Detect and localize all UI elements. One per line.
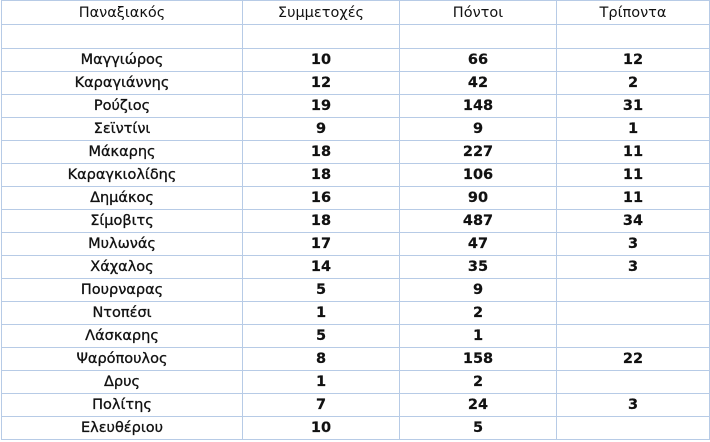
- table-row: Δρυς 1 2: [1, 370, 710, 394]
- points-cell: 47: [399, 232, 557, 256]
- appearances-cell: 17: [242, 232, 400, 256]
- appearances-cell: 5: [242, 324, 400, 348]
- player-name-cell: Ελευθέριου: [1, 416, 243, 440]
- table-row: Καραγιάννης 12 42 2: [1, 71, 710, 95]
- appearances-cell: 16: [242, 186, 400, 210]
- three-pointers-cell: 12: [556, 48, 710, 72]
- points-cell: 2: [399, 370, 557, 394]
- player-name-cell: Ντοπέσι: [1, 301, 243, 325]
- three-pointers-cell: 22: [556, 347, 710, 371]
- header-three-pointers: Τρίποντα: [556, 0, 710, 25]
- player-name-cell: Δρυς: [1, 370, 243, 394]
- three-pointers-cell: 3: [556, 255, 710, 279]
- player-name-cell: Ψαρόπουλος: [1, 347, 243, 371]
- table-row: Δημάκος 16 90 11: [1, 186, 710, 210]
- blank-cell: [242, 24, 400, 49]
- table-row: Μαγγιώρος 10 66 12: [1, 48, 710, 72]
- player-name-cell: Μάκαρης: [1, 140, 243, 164]
- table-row: Ρούζιος 19 148 31: [1, 94, 710, 118]
- appearances-cell: 18: [242, 140, 400, 164]
- points-cell: 487: [399, 209, 557, 233]
- player-name-cell: Σεϊντίνι: [1, 117, 243, 141]
- table-row: Ελευθέριου 10 5: [1, 416, 710, 440]
- three-pointers-cell: 1: [556, 117, 710, 141]
- points-cell: 1: [399, 324, 557, 348]
- points-cell: 9: [399, 278, 557, 302]
- appearances-cell: 1: [242, 370, 400, 394]
- player-name-cell: Πουρναρας: [1, 278, 243, 302]
- header-team: Παναξιακός: [1, 0, 243, 25]
- player-name-cell: Μυλωνάς: [1, 232, 243, 256]
- header-appearances: Συμμετοχές: [242, 0, 400, 25]
- three-pointers-cell: [556, 324, 710, 348]
- points-cell: 24: [399, 393, 557, 417]
- header-row: Παναξιακός Συμμετοχές Πόντοι Τρίποντα: [1, 0, 710, 25]
- table-row: Σίμοβιτς 18 487 34: [1, 209, 710, 233]
- table-row: Ντοπέσι 1 2: [1, 301, 710, 325]
- points-cell: 158: [399, 347, 557, 371]
- player-name-cell: Χάχαλος: [1, 255, 243, 279]
- three-pointers-cell: 11: [556, 163, 710, 187]
- three-pointers-cell: [556, 278, 710, 302]
- table-row: Σεϊντίνι 9 9 1: [1, 117, 710, 141]
- three-pointers-cell: 2: [556, 71, 710, 95]
- table-row: Χάχαλος 14 35 3: [1, 255, 710, 279]
- three-pointers-cell: [556, 416, 710, 440]
- table-row: Μάκαρης 18 227 11: [1, 140, 710, 164]
- player-name-cell: Σίμοβιτς: [1, 209, 243, 233]
- appearances-cell: 8: [242, 347, 400, 371]
- appearances-cell: 12: [242, 71, 400, 95]
- appearances-cell: 9: [242, 117, 400, 141]
- points-cell: 2: [399, 301, 557, 325]
- table-row: Μυλωνάς 17 47 3: [1, 232, 710, 256]
- appearances-cell: 5: [242, 278, 400, 302]
- player-name-cell: Καραγκιολίδης: [1, 163, 243, 187]
- three-pointers-cell: [556, 370, 710, 394]
- player-name-cell: Πολίτης: [1, 393, 243, 417]
- points-cell: 227: [399, 140, 557, 164]
- table-row: Λάσκαρης 5 1: [1, 324, 710, 348]
- player-name-cell: Μαγγιώρος: [1, 48, 243, 72]
- player-name-cell: Ρούζιος: [1, 94, 243, 118]
- three-pointers-cell: 3: [556, 232, 710, 256]
- blank-cell: [399, 24, 557, 49]
- points-cell: 42: [399, 71, 557, 95]
- appearances-cell: 1: [242, 301, 400, 325]
- three-pointers-cell: 11: [556, 186, 710, 210]
- table-row: Ψαρόπουλος 8 158 22: [1, 347, 710, 371]
- appearances-cell: 7: [242, 393, 400, 417]
- table-row: Πολίτης 7 24 3: [1, 393, 710, 417]
- points-cell: 148: [399, 94, 557, 118]
- three-pointers-cell: 31: [556, 94, 710, 118]
- appearances-cell: 18: [242, 209, 400, 233]
- table-row: Καραγκιολίδης 18 106 11: [1, 163, 710, 187]
- blank-row: [1, 24, 710, 49]
- appearances-cell: 10: [242, 48, 400, 72]
- player-name-cell: Καραγιάννης: [1, 71, 243, 95]
- points-cell: 9: [399, 117, 557, 141]
- points-cell: 106: [399, 163, 557, 187]
- points-cell: 66: [399, 48, 557, 72]
- points-cell: 35: [399, 255, 557, 279]
- appearances-cell: 14: [242, 255, 400, 279]
- points-cell: 5: [399, 416, 557, 440]
- three-pointers-cell: 3: [556, 393, 710, 417]
- points-cell: 90: [399, 186, 557, 210]
- blank-cell: [556, 24, 710, 49]
- player-name-cell: Δημάκος: [1, 186, 243, 210]
- player-name-cell: Λάσκαρης: [1, 324, 243, 348]
- three-pointers-cell: 34: [556, 209, 710, 233]
- table-row: Πουρναρας 5 9: [1, 278, 710, 302]
- appearances-cell: 10: [242, 416, 400, 440]
- blank-cell: [1, 24, 243, 49]
- header-points: Πόντοι: [399, 0, 557, 25]
- appearances-cell: 18: [242, 163, 400, 187]
- appearances-cell: 19: [242, 94, 400, 118]
- three-pointers-cell: 11: [556, 140, 710, 164]
- three-pointers-cell: [556, 301, 710, 325]
